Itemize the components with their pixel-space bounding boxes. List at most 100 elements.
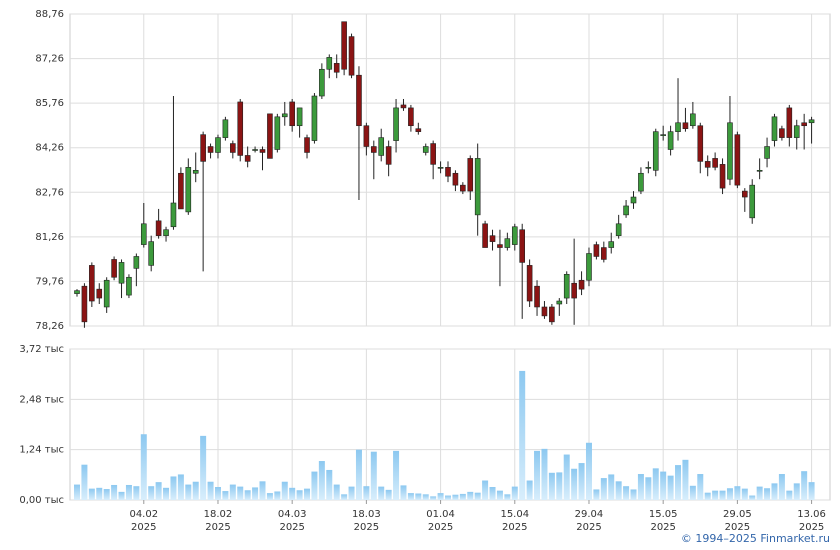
candle-body	[541, 306, 548, 317]
candle-body	[652, 131, 659, 171]
volume-bar	[274, 491, 281, 500]
volume-bar	[370, 451, 377, 500]
volume-bar	[630, 489, 637, 500]
y-tick-label: 81,26	[35, 232, 64, 243]
candle-body	[793, 125, 800, 138]
x-tick-label: 15.04 2025	[500, 509, 529, 533]
candle-body	[645, 167, 652, 169]
x-tick-label: 04.02 2025	[129, 509, 158, 533]
y-tick-label: 79,76	[35, 276, 64, 287]
volume-bar	[81, 464, 88, 500]
volume-bar	[556, 472, 563, 500]
volume-bar	[719, 490, 726, 500]
volume-bar	[252, 487, 259, 500]
candle-body	[385, 146, 392, 165]
candle-body	[727, 122, 733, 180]
volume-bar	[496, 490, 503, 500]
candle-body	[415, 128, 422, 132]
volume-bar	[289, 487, 296, 500]
candle-body	[452, 172, 459, 186]
volume-bar	[615, 481, 622, 500]
candle-body	[192, 169, 199, 174]
candle-body	[482, 223, 488, 248]
volume-bar	[333, 484, 340, 500]
candle-body	[445, 167, 451, 177]
candle-body	[586, 253, 592, 281]
candle-body	[712, 158, 718, 168]
candle-body	[215, 137, 221, 153]
volume-bar	[430, 496, 437, 500]
candle-body	[801, 122, 807, 127]
x-tick-label: 29.05 2025	[723, 509, 752, 533]
candle-body	[556, 300, 563, 305]
candle-body	[764, 146, 770, 159]
volume-bar	[140, 434, 147, 500]
volume-bar	[192, 481, 199, 500]
volume-bar	[111, 484, 118, 500]
candle-body	[741, 190, 748, 198]
volume-bar	[452, 494, 459, 500]
volume-bar	[667, 475, 674, 500]
volume-bar	[504, 494, 511, 500]
candle-body	[296, 107, 303, 127]
candle-body	[170, 202, 177, 228]
candle-body	[163, 229, 169, 236]
volume-bar	[741, 488, 748, 500]
volume-bar	[348, 486, 355, 500]
volume-bar	[378, 486, 385, 500]
x-tick-label: 18.03 2025	[352, 509, 381, 533]
y-tick-label: 78,26	[35, 321, 64, 332]
volume-bar	[734, 486, 741, 500]
candle-body	[341, 21, 347, 70]
candle-body	[697, 125, 704, 162]
candle-body	[474, 158, 481, 216]
volume-bar	[801, 471, 808, 500]
volume-bar	[793, 483, 800, 500]
candle-body	[734, 134, 741, 186]
volume-bar	[177, 474, 184, 500]
candle-body	[326, 57, 333, 70]
volume-bar	[534, 450, 541, 500]
volume-bar	[88, 488, 95, 500]
candle-body	[200, 134, 206, 162]
volume-bar	[311, 471, 318, 500]
candle-body	[704, 161, 711, 168]
volume-bar	[163, 487, 170, 500]
volume-bar	[526, 480, 533, 500]
volume-bar	[726, 488, 733, 500]
volume-bar	[593, 489, 600, 500]
x-tick-label: 18.02 2025	[204, 509, 233, 533]
copyright[interactable]: © 1994–2025 Finmarket.ru	[680, 532, 830, 545]
candle-body	[319, 68, 325, 97]
candle-body	[489, 235, 496, 242]
volume-bar	[222, 491, 229, 500]
candle-body	[808, 119, 815, 124]
x-tick-label: 13.06 2025	[797, 509, 826, 533]
y-tick-label: 3,72 тыс	[19, 344, 64, 355]
candle-body	[74, 290, 80, 294]
candle-body	[593, 244, 600, 257]
volume-bar	[259, 481, 266, 500]
volume-bar	[185, 484, 192, 500]
candle-body	[615, 223, 622, 236]
volume-bar	[652, 468, 659, 500]
volume-bar	[482, 480, 489, 500]
volume-bar	[704, 492, 711, 500]
candle-body	[437, 167, 444, 169]
candle-body	[133, 256, 140, 269]
candle-body	[563, 273, 570, 299]
candle-body	[675, 122, 681, 132]
volume-bar	[229, 484, 236, 500]
candle-body	[370, 146, 377, 153]
volume-bar	[437, 493, 444, 500]
candle-body	[333, 63, 340, 73]
volume-bar	[363, 486, 370, 500]
volume-bar	[749, 495, 756, 500]
volume-bar	[118, 491, 125, 500]
candle-body	[786, 107, 793, 138]
volume-bar	[207, 481, 214, 500]
candle-body	[356, 74, 362, 127]
volume-bar	[771, 483, 778, 500]
volume-bar	[407, 493, 414, 500]
